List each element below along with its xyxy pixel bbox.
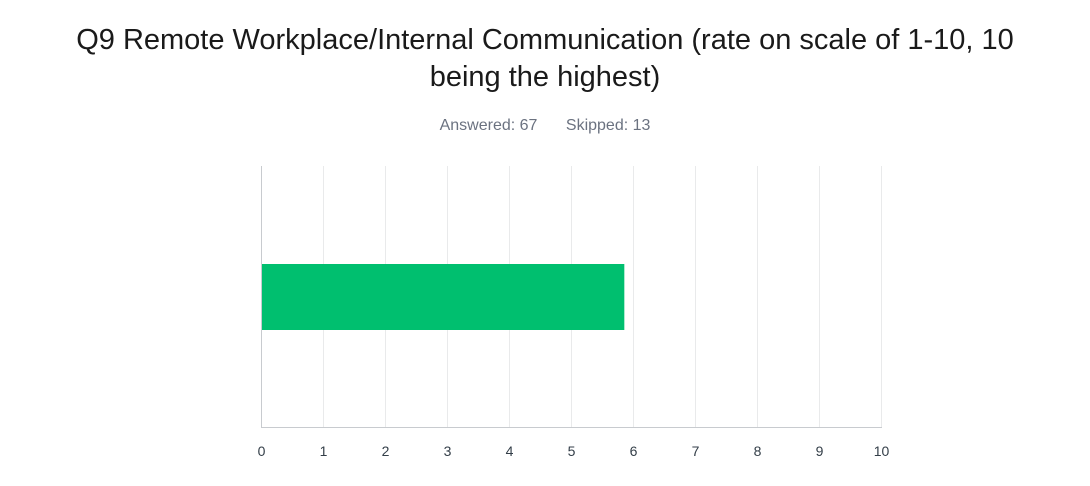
chart-title-line-1: Q9 Remote Workplace/Internal Communicati… xyxy=(76,24,1014,56)
chart-title: Q9 Remote Workplace/Internal Communicati… xyxy=(0,22,1090,96)
x-tick-label-6: 6 xyxy=(630,443,638,459)
x-tick-label-0: 0 xyxy=(258,443,266,459)
axes xyxy=(261,166,882,428)
skipped-count: Skipped: 13 xyxy=(565,117,651,134)
x-tick-label-4: 4 xyxy=(506,443,514,459)
x-tick-label-8: 8 xyxy=(754,443,762,459)
x-tick-labels: 0 1 2 3 4 5 6 7 8 9 10 xyxy=(258,443,890,459)
x-tick-label-10: 10 xyxy=(874,443,890,459)
bars xyxy=(261,264,625,330)
x-tick-label-5: 5 xyxy=(568,443,576,459)
bar-0 xyxy=(261,264,625,330)
response-stats: Answered: 67 Skipped: 13 xyxy=(0,117,1090,135)
x-tick-label-7: 7 xyxy=(692,443,700,459)
answered-count: Answered: 67 xyxy=(439,117,538,134)
x-tick-label-9: 9 xyxy=(816,443,824,459)
x-tick-label-1: 1 xyxy=(320,443,328,459)
x-tick-label-3: 3 xyxy=(444,443,452,459)
x-tick-label-2: 2 xyxy=(382,443,390,459)
chart-title-line-2: being the highest) xyxy=(429,61,661,93)
